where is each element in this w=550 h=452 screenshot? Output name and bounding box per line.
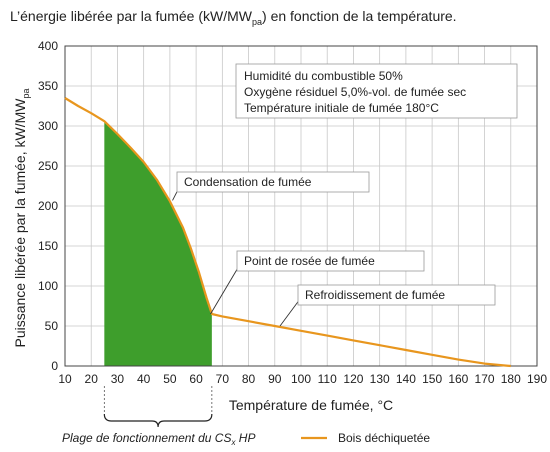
x-tick-label: 30: [111, 372, 125, 386]
y-tick-label: 250: [38, 159, 58, 173]
x-tick-label: 50: [163, 372, 177, 386]
title-suffix: ) en fonction de la température.: [262, 8, 457, 24]
title-main: L’énergie libérée par la fumée (kW/MW: [10, 8, 252, 24]
y-tick-label: 50: [45, 319, 59, 333]
x-tick-label: 20: [85, 372, 99, 386]
x-tick-label: 190: [527, 372, 547, 386]
x-tick-label: 10: [58, 372, 72, 386]
info-box: [235, 63, 518, 119]
operating-range-label: Plage de fonctionnement du CSx HP: [62, 431, 255, 447]
annotation-layer: Humidité du combustible 50% Oxygène résid…: [172, 63, 518, 327]
annotation-box: [297, 284, 496, 306]
operating-range-label-suffix: HP: [235, 431, 255, 445]
operating-range-label-subscript: x: [230, 438, 236, 447]
y-tick-label: 150: [38, 239, 58, 253]
series-line: [64, 97, 511, 368]
axes: [64, 45, 538, 367]
bracket-brace: [103, 413, 213, 428]
info-box-line: Température initiale de fumée 180°C: [244, 101, 439, 115]
x-tick-label: 180: [501, 372, 521, 386]
title-subscript: pa: [252, 16, 263, 27]
x-tick-label: 170: [475, 372, 495, 386]
x-tick-label: 150: [422, 372, 442, 386]
y-tick-label: 0: [51, 359, 58, 373]
x-tick-label: 130: [370, 372, 390, 386]
x-tick-label: 40: [137, 372, 151, 386]
y-axis-label: Puissance libérée par la fumée, kW/MWpa: [12, 89, 31, 348]
annotation-box: [236, 250, 425, 272]
y-tick-label: 300: [38, 119, 58, 133]
tick-labels: 10 20 30 40 50 60 70 80 90 100 110 120 130 140 150 160 1…: [38, 39, 547, 386]
x-tick-label: 120: [343, 372, 363, 386]
axis-labels: Température de fumée, °C Puissance libéré…: [12, 89, 393, 414]
annotation-label: Condensation de fumée: [184, 175, 312, 189]
plot-frame: [64, 45, 538, 367]
x-tick-label: 80: [242, 372, 256, 386]
y-tick-label: 350: [38, 79, 58, 93]
operating-range-bracket: Plage de fonctionnement du CSx HP: [62, 386, 255, 447]
chart-title: L’énergie libérée par la fumée (kW/MWpa)…: [10, 8, 457, 27]
y-axis-label-subscript: pa: [21, 89, 31, 99]
x-tick-label: 100: [291, 372, 311, 386]
info-box-line: Oxygène résiduel 5,0%-vol. de fumée sec: [244, 85, 466, 99]
x-tick-label: 90: [268, 372, 282, 386]
x-tick-label: 140: [396, 372, 416, 386]
info-box-line: Humidité du combustible 50%: [244, 69, 403, 83]
x-axis-label: Température de fumée, °C: [229, 397, 393, 413]
annotation-label: Point de rosée de fumée: [244, 254, 375, 268]
x-tick-label: 110: [318, 372, 337, 386]
shaded-area: [104, 121, 212, 366]
y-tick-label: 200: [38, 199, 58, 213]
y-tick-label: 400: [38, 39, 58, 53]
x-tick-label: 70: [216, 372, 230, 386]
shaded-region-layer: [104, 121, 212, 366]
x-tick-label: 60: [189, 372, 203, 386]
annotation-label: Refroidissement de fumée: [305, 288, 445, 302]
series-layer: [64, 97, 511, 368]
x-tick-label: 160: [448, 372, 468, 386]
annotation-box: [176, 171, 370, 193]
y-axis-label-main: Puissance libérée par la fumée, kW/MW: [12, 98, 28, 348]
legend-label: Bois déchiquetée: [338, 431, 430, 445]
operating-range-label-main: Plage de fonctionnement du CS: [62, 431, 231, 445]
y-tick-label: 100: [38, 279, 58, 293]
legend: Bois déchiquetée: [301, 431, 430, 445]
